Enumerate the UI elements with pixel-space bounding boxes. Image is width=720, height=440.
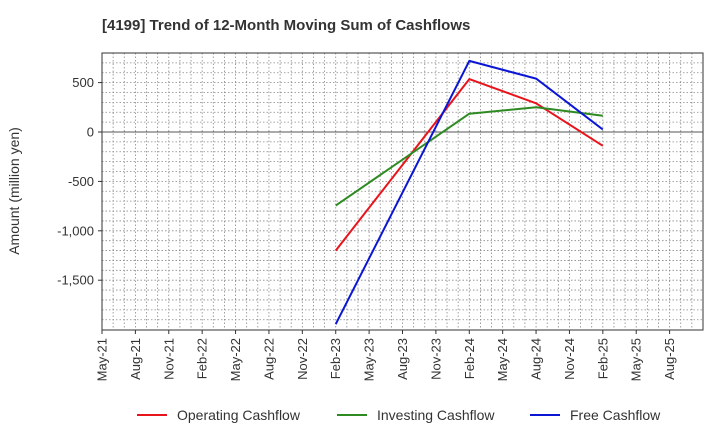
series-line-2 <box>335 106 603 207</box>
legend: Operating Cashflow Investing Cashflow Free… <box>137 407 661 423</box>
x-tick-label: Aug-22 <box>261 338 276 380</box>
y-tick-label: -500 <box>68 174 94 189</box>
x-tick-label: May-24 <box>495 338 510 381</box>
x-tick-label: Aug-23 <box>395 338 410 380</box>
x-tick-label: May-22 <box>228 338 243 381</box>
y-tick-label: 0 <box>87 125 94 140</box>
series-line-3 <box>334 59 604 325</box>
y-tick-label: -1,000 <box>57 223 94 238</box>
x-tick-label: May-23 <box>362 338 377 381</box>
x-tick-label: May-21 <box>95 338 110 381</box>
x-tick-label: Nov-23 <box>428 338 443 380</box>
legend-label: Free Cashflow <box>570 407 661 423</box>
y-tick-label: -1,500 <box>57 273 94 288</box>
legend-label: Investing Cashflow <box>377 407 495 423</box>
x-tick-label: Feb-23 <box>328 338 343 379</box>
y-tick-label: 500 <box>72 75 94 90</box>
x-tick-label: Nov-22 <box>295 338 310 380</box>
x-tick-label: Feb-24 <box>462 338 477 379</box>
x-tick-label: Nov-21 <box>161 338 176 380</box>
series-line-1 <box>334 78 604 252</box>
x-tick-label: Feb-22 <box>195 338 210 379</box>
series-lines <box>334 59 604 325</box>
x-tick-label: Aug-25 <box>662 338 677 380</box>
x-tick-label: Feb-25 <box>595 338 610 379</box>
x-tick-label: Aug-21 <box>128 338 143 380</box>
legend-label: Operating Cashflow <box>177 407 301 423</box>
y-axis-label: Amount (million yen) <box>6 127 22 255</box>
x-tick-label: Nov-24 <box>562 338 577 380</box>
chart-title: [4199] Trend of 12-Month Moving Sum of C… <box>102 17 470 34</box>
axes: 500 0 -500 -1,000 -1,500 May-21 Aug-21 Nov-21 Fe… <box>57 52 704 381</box>
x-tick-label: May-25 <box>629 338 644 381</box>
x-tick-label: Aug-24 <box>529 338 544 380</box>
